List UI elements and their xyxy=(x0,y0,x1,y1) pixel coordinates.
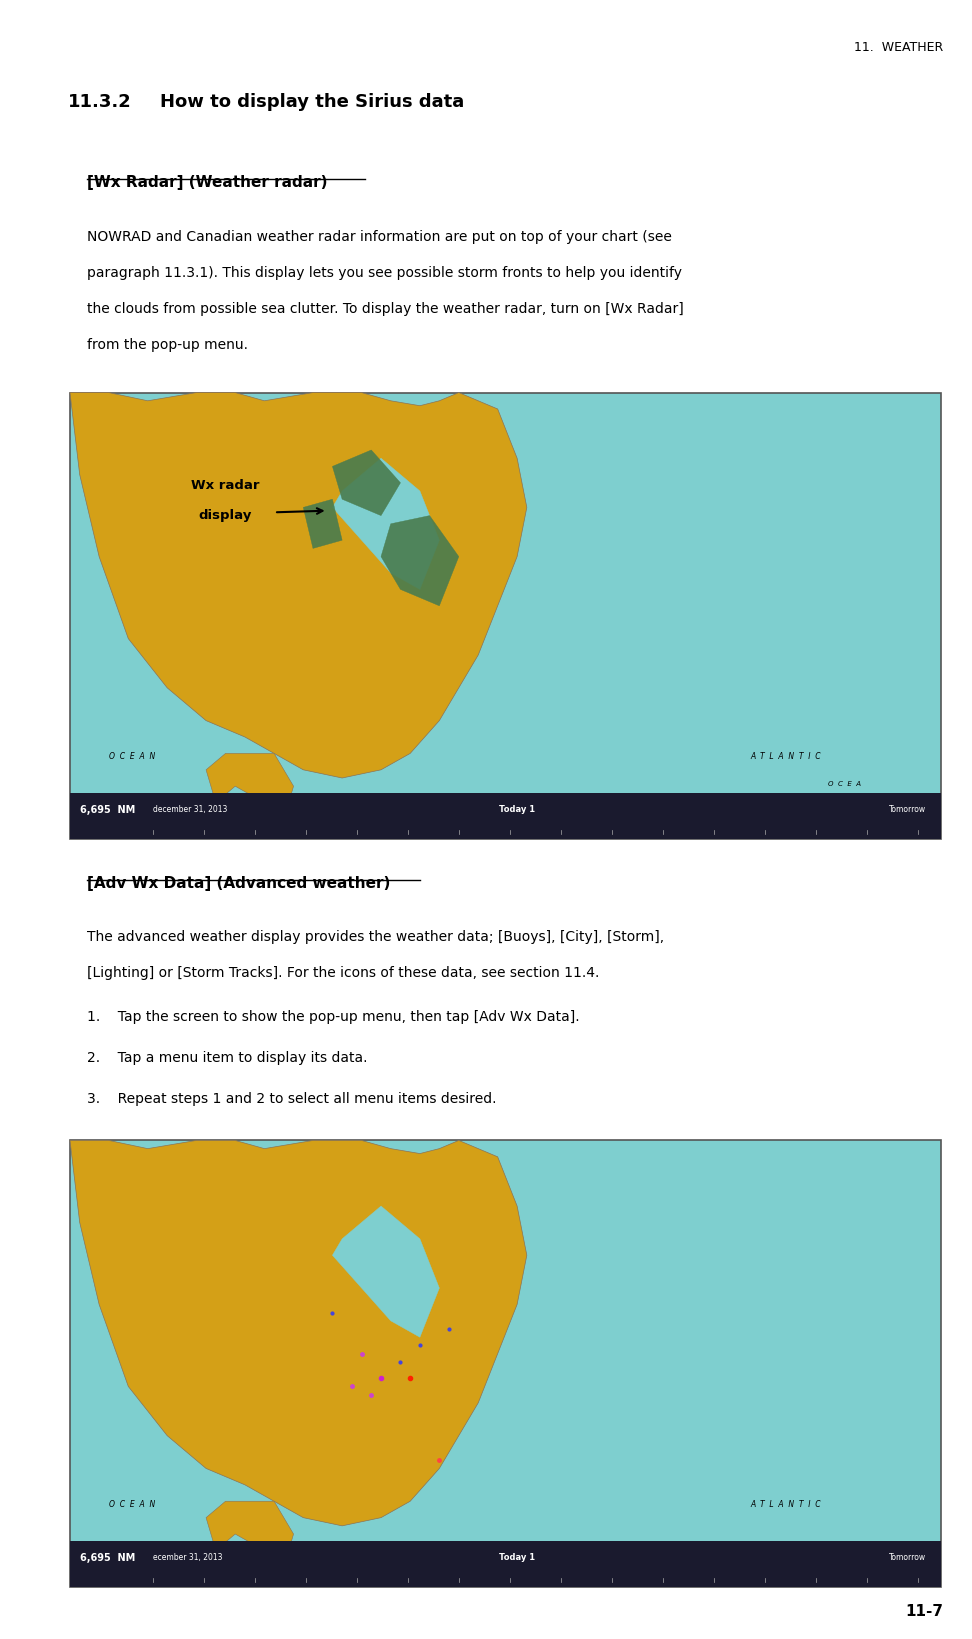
Polygon shape xyxy=(332,459,439,590)
Bar xyxy=(70,793,941,839)
Text: 11.3.2: 11.3.2 xyxy=(68,93,132,111)
Text: paragraph 11.3.1). This display lets you see possible storm fronts to help you i: paragraph 11.3.1). This display lets you… xyxy=(87,266,682,280)
Polygon shape xyxy=(332,451,400,516)
Text: 11-7: 11-7 xyxy=(905,1603,943,1618)
Text: 11.  WEATHER: 11. WEATHER xyxy=(853,41,943,54)
Text: Wx radar: Wx radar xyxy=(191,479,260,492)
Text: O  C  E  A  N: O C E A N xyxy=(109,1500,156,1508)
Text: 6,695  NM: 6,695 NM xyxy=(80,805,135,815)
Text: [Wx Radar] (Weather radar): [Wx Radar] (Weather radar) xyxy=(87,175,328,190)
Polygon shape xyxy=(70,1141,527,1526)
Text: The advanced weather display provides the weather data; [Buoys], [City], [Storm]: The advanced weather display provides th… xyxy=(87,929,665,944)
Text: from the pop-up menu.: from the pop-up menu. xyxy=(87,338,249,352)
Text: O  C  E  A: O C E A xyxy=(828,780,861,787)
Text: the clouds from possible sea clutter. To display the weather radar, turn on [Wx : the clouds from possible sea clutter. To… xyxy=(87,302,684,316)
Text: Tomorrow: Tomorrow xyxy=(889,805,926,815)
Text: ecember 31, 2013: ecember 31, 2013 xyxy=(153,1552,223,1562)
Text: 6,695  NM: 6,695 NM xyxy=(80,1552,135,1562)
Bar xyxy=(70,393,941,839)
Text: [Adv Wx Data] (Advanced weather): [Adv Wx Data] (Advanced weather) xyxy=(87,875,391,890)
Text: 2.    Tap a menu item to display its data.: 2. Tap a menu item to display its data. xyxy=(87,1051,368,1065)
Polygon shape xyxy=(303,500,342,549)
Text: NOWRAD and Canadian weather radar information are put on top of your chart (see: NOWRAD and Canadian weather radar inform… xyxy=(87,229,673,244)
Text: O  C  E  A  N: O C E A N xyxy=(109,752,156,760)
Polygon shape xyxy=(206,754,294,820)
Text: display: display xyxy=(199,508,252,521)
Polygon shape xyxy=(332,1206,439,1337)
Text: december 31, 2013: december 31, 2013 xyxy=(153,805,227,815)
Text: Tomorrow: Tomorrow xyxy=(889,1552,926,1562)
Bar xyxy=(70,1541,941,1587)
Polygon shape xyxy=(206,1501,294,1567)
Text: [Lighting] or [Storm Tracks]. For the icons of these data, see section 11.4.: [Lighting] or [Storm Tracks]. For the ic… xyxy=(87,965,600,980)
Text: How to display the Sirius data: How to display the Sirius data xyxy=(160,93,465,111)
Text: A  T  L  A  N  T  I  C: A T L A N T I C xyxy=(750,752,821,760)
Polygon shape xyxy=(70,393,527,779)
Text: Today 1: Today 1 xyxy=(499,1552,536,1562)
Text: Today 1: Today 1 xyxy=(499,805,536,815)
Text: 1.    Tap the screen to show the pop-up menu, then tap [Adv Wx Data].: 1. Tap the screen to show the pop-up men… xyxy=(87,1010,580,1024)
Text: A  T  L  A  N  T  I  C: A T L A N T I C xyxy=(750,1500,821,1508)
Bar xyxy=(70,1141,941,1587)
Text: 3.    Repeat steps 1 and 2 to select all menu items desired.: 3. Repeat steps 1 and 2 to select all me… xyxy=(87,1092,497,1106)
Polygon shape xyxy=(381,516,459,606)
